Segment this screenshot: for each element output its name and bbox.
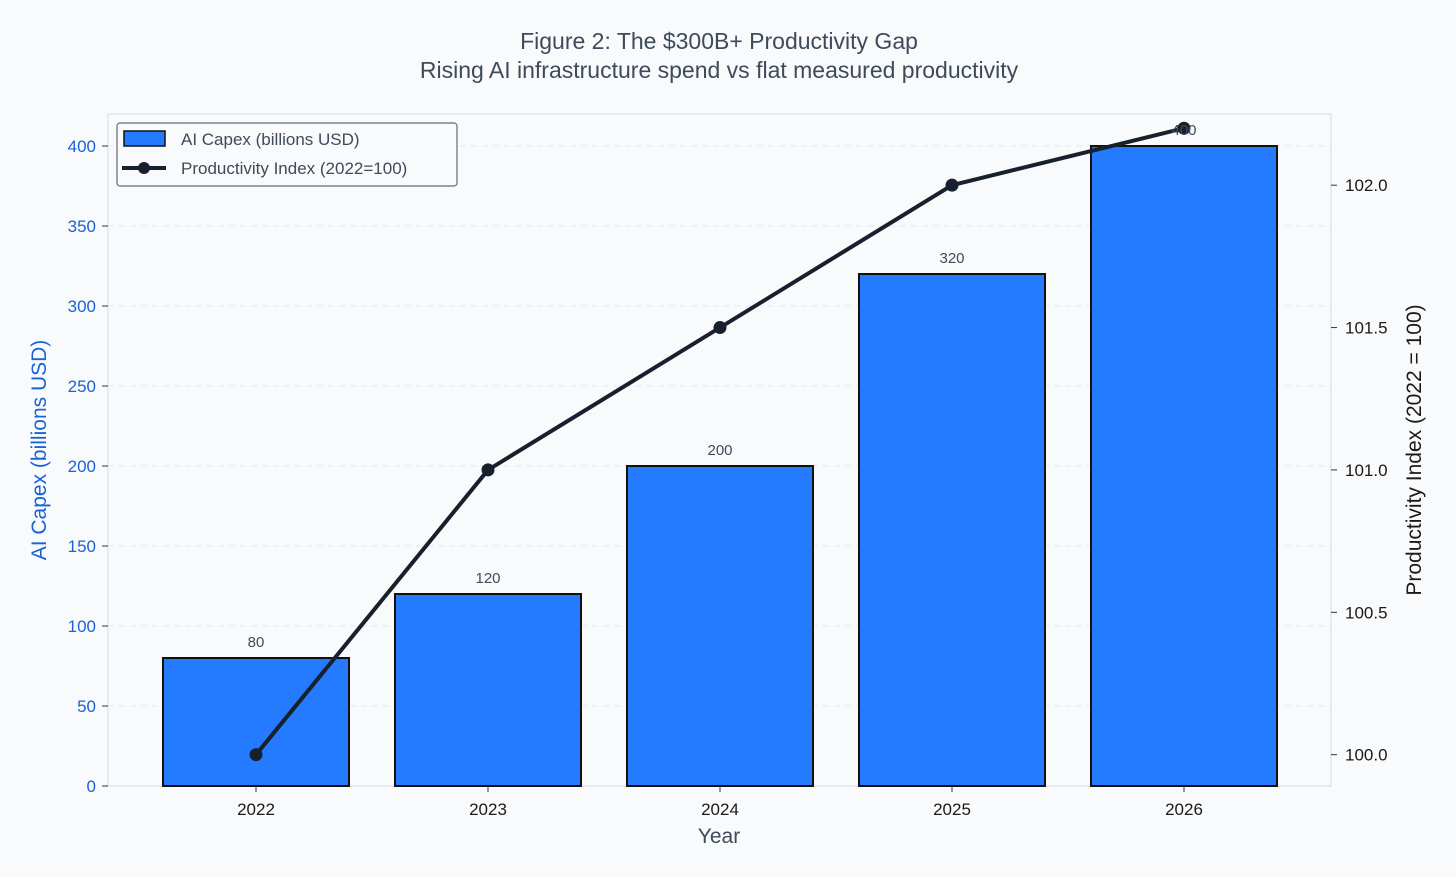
left-tick-label: 300 — [68, 297, 96, 316]
left-tick-label: 100 — [68, 617, 96, 636]
bar-data-label: 400 — [1171, 122, 1196, 139]
bar-2024 — [626, 465, 814, 787]
productivity-point-2022 — [249, 748, 263, 762]
bar-data-labels: 80 120 200 320 400 — [248, 122, 1197, 651]
chart-title: Figure 2: The $300B+ Productivity Gap — [520, 28, 918, 54]
productivity-point-2024 — [713, 321, 727, 335]
legend: AI Capex (billions USD) Productivity Ind… — [116, 122, 458, 187]
bar-data-label: 120 — [475, 570, 500, 587]
chart-subtitle: Rising AI infrastructure spend vs flat m… — [420, 57, 1019, 83]
right-tick-label: 101.5 — [1345, 319, 1388, 338]
left-tick-label: 200 — [68, 457, 96, 476]
x-tick-label: 2024 — [701, 800, 739, 819]
legend-label-capex: AI Capex (billions USD) — [181, 130, 360, 149]
left-tick-label: 400 — [68, 137, 96, 156]
bar-2023 — [394, 593, 582, 787]
legend-label-productivity: Productivity Index (2022=100) — [181, 159, 407, 178]
left-tick-label: 0 — [87, 777, 96, 796]
left-tick-label: 250 — [68, 377, 96, 396]
bar-data-label: 320 — [939, 250, 964, 267]
productivity-point-2026 — [1177, 121, 1191, 135]
x-tick-label: 2025 — [933, 800, 971, 819]
bar-data-label: 80 — [248, 634, 265, 651]
left-tick-label: 150 — [68, 537, 96, 556]
x-tick-label: 2023 — [469, 800, 507, 819]
productivity-point-2023 — [481, 463, 495, 477]
left-tick-label: 50 — [77, 697, 96, 716]
x-tick-label: 2026 — [1165, 800, 1203, 819]
legend-box — [116, 122, 458, 187]
x-axis-ticks: 2022 2023 2024 2025 2026 — [237, 786, 1203, 819]
productivity-point-2025 — [945, 178, 959, 192]
right-tick-label: 102.0 — [1345, 176, 1388, 195]
productivity-line — [249, 121, 1191, 762]
legend-swatch-productivity-marker — [138, 162, 150, 174]
bar-data-label: 200 — [707, 442, 732, 459]
right-tick-label: 100.5 — [1345, 603, 1388, 622]
bar-2025 — [858, 273, 1046, 787]
legend-swatch-capex — [123, 130, 166, 147]
y-axis-label-right: Productivity Index (2022 = 100) — [1403, 304, 1426, 595]
left-tick-label: 350 — [68, 217, 96, 236]
right-tick-label: 100.0 — [1345, 746, 1388, 765]
bars — [162, 145, 1278, 787]
left-axis-ticks: 0 50 100 150 200 250 300 350 400 — [68, 137, 108, 796]
right-axis-ticks: 100.0 100.5 101.0 101.5 102.0 — [1331, 176, 1388, 765]
bar-2026 — [1090, 145, 1278, 787]
y-axis-label-left: AI Capex (billions USD) — [28, 340, 51, 561]
right-tick-label: 101.0 — [1345, 461, 1388, 480]
x-tick-label: 2022 — [237, 800, 275, 819]
x-axis-label: Year — [698, 825, 740, 848]
